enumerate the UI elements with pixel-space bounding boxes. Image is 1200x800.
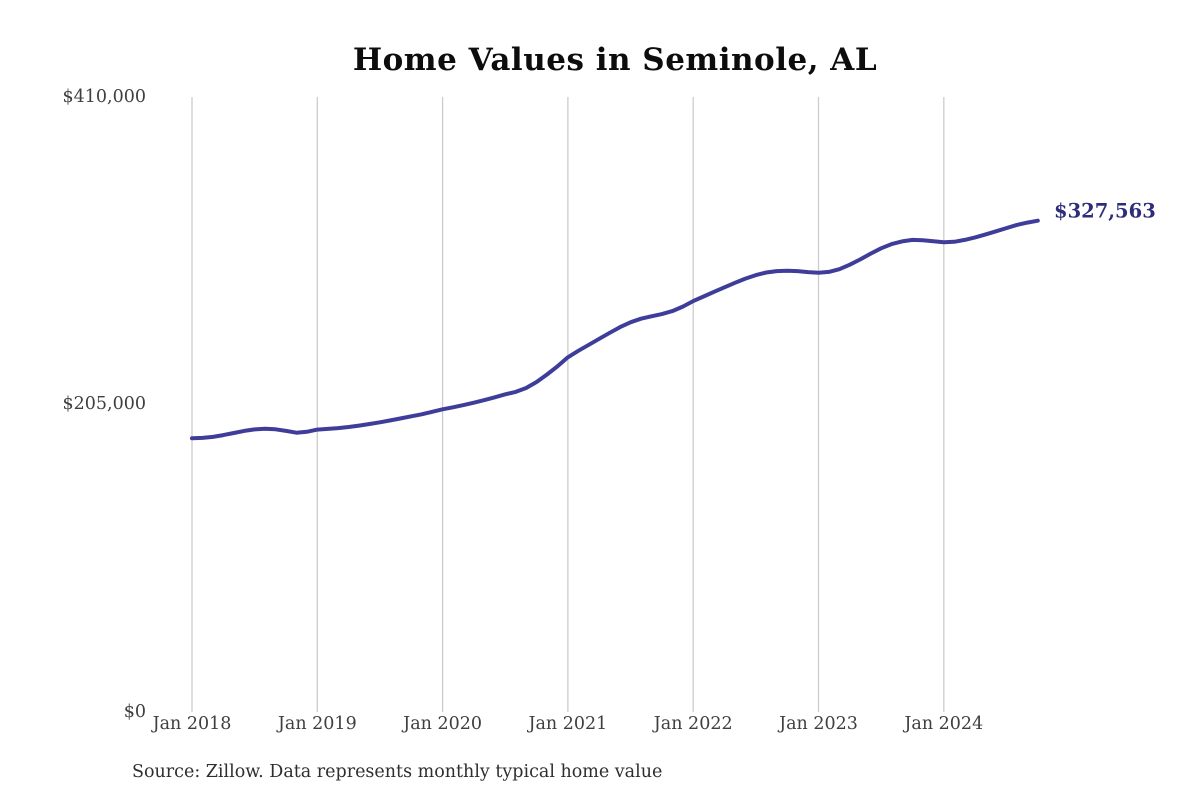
x-tick-label-jan-2024: Jan 2024 xyxy=(904,714,984,734)
x-tick-label-jan-2018: Jan 2018 xyxy=(152,714,232,734)
x-tick-label-jan-2020: Jan 2020 xyxy=(403,714,483,734)
x-tick-label-jan-2022: Jan 2022 xyxy=(653,714,733,734)
source-note: Source: Zillow. Data represents monthly … xyxy=(132,762,663,782)
y-tick-label-0: $0 xyxy=(123,702,146,722)
latest-value-label: $327,563 xyxy=(1054,199,1156,223)
x-tick-label-jan-2019: Jan 2019 xyxy=(277,714,357,734)
y-tick-label-205000: $205,000 xyxy=(62,394,146,414)
home-value-line xyxy=(190,218,1040,441)
y-tick-label-410000: $410,000 xyxy=(62,87,146,107)
x-tick-label-jan-2021: Jan 2021 xyxy=(528,714,608,734)
chart-title: Home Values in Seminole, AL xyxy=(352,42,878,78)
x-tick-label-jan-2023: Jan 2023 xyxy=(779,714,858,734)
